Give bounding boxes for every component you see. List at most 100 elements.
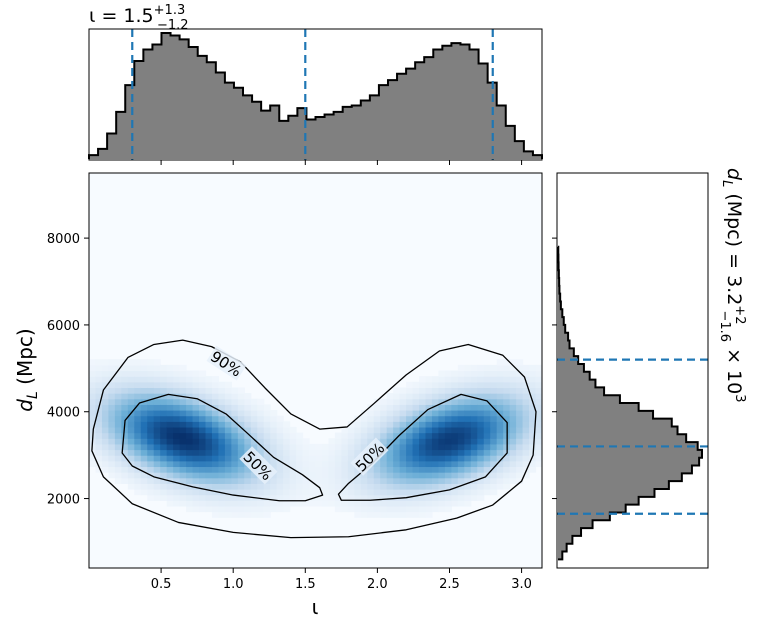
density-cell [153, 404, 161, 411]
density-cell [490, 483, 498, 490]
density-cell [328, 472, 336, 479]
density-cell [373, 404, 381, 411]
density-cell [419, 494, 427, 501]
density-cell [276, 460, 284, 468]
density-cell [444, 455, 452, 462]
density-cell [535, 404, 542, 411]
density-cell [438, 415, 446, 422]
density-cell [147, 410, 155, 417]
joint-y-label: dL (Mpc) [13, 328, 41, 411]
density-cell [153, 370, 161, 377]
density-cell [140, 472, 148, 479]
density-cell [464, 381, 472, 389]
density-cell [153, 449, 161, 456]
density-cell [224, 421, 232, 428]
density-cell [121, 404, 129, 411]
ylabel-base: d [13, 399, 37, 412]
density-cell [347, 455, 355, 462]
top-marginal-histogram-edge [88, 32, 544, 159]
density-cell [393, 421, 401, 428]
density-cell [186, 398, 194, 405]
density-cell [237, 494, 245, 501]
density-cell [101, 359, 110, 366]
density-cell [108, 393, 116, 400]
density-cell [199, 438, 207, 445]
density-cell [147, 460, 155, 468]
density-cell [419, 483, 427, 490]
density-cell [237, 489, 245, 496]
density-cell [470, 426, 478, 434]
density-cell [477, 370, 485, 377]
density-cell [496, 426, 504, 434]
density-cell [490, 460, 498, 468]
density-cell [205, 477, 213, 484]
density-cell [438, 505, 446, 513]
density-cell [360, 500, 368, 507]
density-cell [179, 364, 187, 372]
density-cell [328, 494, 336, 501]
density-cell [451, 381, 459, 389]
density-cell [483, 477, 491, 484]
right-marginal-panel: dL (Mpc) = 3.2+2−1.6 × 103 [552, 168, 747, 569]
density-cell [101, 376, 110, 383]
density-cell [496, 472, 504, 479]
density-cell [334, 500, 342, 507]
density-cell [412, 483, 420, 490]
density-cell [373, 500, 381, 507]
density-cell [380, 398, 388, 405]
density-cell [490, 426, 498, 434]
density-cell [425, 438, 433, 445]
density-cell [114, 376, 122, 383]
density-cell [393, 393, 401, 400]
density-cell [406, 472, 414, 479]
density-cell [386, 415, 394, 422]
density-cell [296, 466, 304, 473]
density-cell [399, 387, 407, 394]
density-cell [412, 460, 420, 468]
density-cell [328, 443, 336, 451]
density-cell [199, 370, 207, 377]
density-cell [360, 477, 368, 484]
density-cell [509, 410, 517, 417]
density-cell [406, 381, 414, 389]
density-cell [483, 438, 491, 445]
density-cell [121, 472, 129, 479]
density-cell [354, 443, 362, 451]
density-cell [121, 398, 129, 405]
density-cell [95, 381, 103, 389]
density-cell [419, 511, 427, 518]
joint-x-tick-label-3: 2.0 [367, 577, 388, 592]
density-cell [101, 432, 110, 439]
density-cell [250, 477, 258, 484]
density-cell [257, 489, 265, 496]
density-cell [509, 455, 517, 462]
density-cell [160, 387, 168, 394]
density-cell [464, 494, 472, 501]
density-cell [276, 415, 284, 422]
density-cell [347, 472, 355, 479]
density-cell [406, 415, 414, 422]
density-cell [321, 466, 330, 473]
density-cell [121, 376, 129, 383]
density-cell [257, 500, 265, 507]
density-cell [380, 438, 388, 445]
density-cell [347, 494, 355, 501]
density-cell [393, 398, 401, 405]
density-cell [231, 393, 239, 400]
density-cell [179, 443, 187, 451]
density-cell [224, 410, 232, 417]
density-cell [127, 432, 135, 439]
density-cell [483, 483, 491, 490]
density-cell [140, 387, 148, 394]
density-cell [399, 398, 407, 405]
density-cell [147, 494, 155, 501]
density-cell [406, 489, 414, 496]
density-cell [373, 426, 381, 434]
density-cell [211, 511, 220, 518]
density-cell [399, 466, 407, 473]
density-cell [224, 460, 232, 468]
density-cell [173, 432, 181, 439]
density-cell [237, 505, 245, 513]
density-cell [529, 443, 537, 451]
density-cell [412, 421, 420, 428]
